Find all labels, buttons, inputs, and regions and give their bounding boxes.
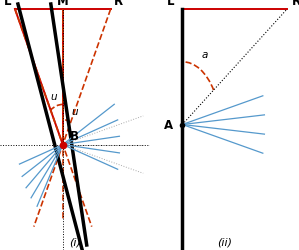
Text: A: A — [164, 118, 173, 132]
Text: (i): (i) — [69, 237, 81, 247]
Text: B: B — [70, 130, 79, 142]
Text: a: a — [202, 50, 208, 59]
Text: R: R — [292, 0, 299, 8]
Text: L: L — [4, 0, 11, 8]
Text: u: u — [71, 106, 78, 116]
Text: u: u — [50, 92, 57, 102]
Text: L: L — [167, 0, 174, 8]
Text: M: M — [57, 0, 69, 8]
Text: (ii): (ii) — [217, 237, 232, 247]
Text: R: R — [114, 0, 123, 8]
